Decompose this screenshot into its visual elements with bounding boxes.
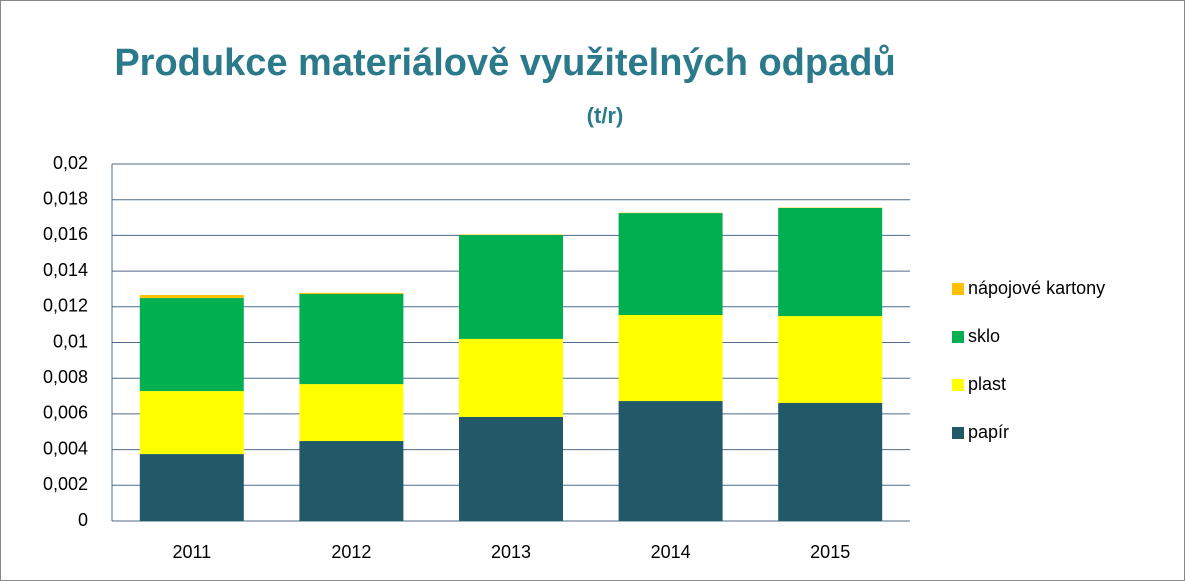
y-tick-label: 0,01	[53, 331, 88, 351]
bar-segment	[139, 391, 244, 455]
legend-label: nápojové kartony	[968, 278, 1105, 298]
legend-label: plast	[968, 374, 1006, 394]
chart-subtitle: (t/r)	[587, 103, 624, 128]
y-tick-label: 0	[78, 510, 88, 530]
legend-swatch	[952, 427, 964, 439]
y-tick-label: 0,014	[43, 260, 88, 280]
bar-segment	[618, 213, 723, 316]
legend-label: sklo	[968, 326, 1000, 346]
legend-swatch	[952, 379, 964, 391]
bar-segment	[459, 338, 563, 417]
y-tick-label: 0,012	[43, 296, 88, 316]
bar-segment	[299, 293, 404, 385]
bar-segment	[459, 235, 563, 339]
x-tick-label: 2014	[651, 542, 691, 562]
bar-segment	[618, 315, 723, 402]
bar-segment	[778, 403, 883, 521]
y-tick-label: 0,004	[43, 438, 88, 458]
y-tick-label: 0,016	[43, 224, 88, 244]
x-tick-label: 2012	[331, 542, 371, 562]
bar-segment	[299, 384, 404, 442]
legend-swatch	[952, 331, 964, 343]
bar-segment	[299, 441, 404, 521]
bar-segment	[139, 454, 244, 521]
bar-segment	[778, 207, 883, 317]
y-tick-label: 0,008	[43, 367, 88, 387]
y-tick-label: 0,002	[43, 474, 88, 494]
y-tick-label: 0,018	[43, 188, 88, 208]
legend-swatch	[952, 283, 964, 295]
bar-segment	[618, 401, 723, 521]
bar-segment	[299, 292, 404, 294]
bar-segment	[139, 295, 244, 299]
x-tick-label: 2011	[172, 542, 211, 562]
bar-segment	[139, 298, 244, 392]
chart-title: Produkce materiálově využitelných odpadů	[114, 42, 895, 84]
legend-label: papír	[968, 422, 1009, 442]
bar-segment	[459, 416, 563, 521]
bar-segment	[778, 316, 883, 404]
x-tick-label: 2013	[491, 542, 531, 562]
x-tick-label: 2015	[810, 542, 850, 562]
bar-segment	[459, 234, 563, 236]
y-tick-label: 0,02	[53, 153, 88, 173]
y-tick-label: 0,006	[43, 403, 88, 423]
